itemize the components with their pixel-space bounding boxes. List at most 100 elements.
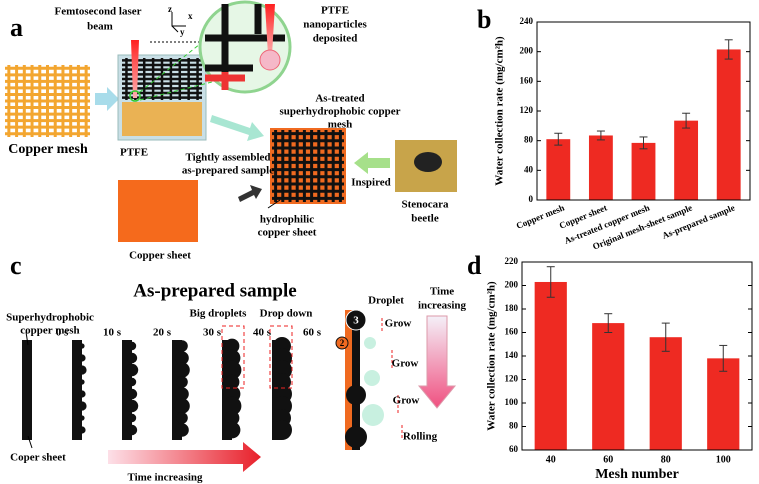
bar	[546, 139, 571, 200]
y-tick-label: 220	[505, 256, 519, 266]
zoom-mesh	[205, 4, 285, 90]
droplet	[127, 413, 137, 423]
droplet	[79, 415, 85, 421]
focus	[129, 90, 141, 102]
droplet	[272, 420, 292, 440]
bar	[649, 337, 682, 450]
laser	[265, 4, 275, 55]
title: As-prepared sample	[133, 280, 296, 301]
sheet	[345, 310, 352, 450]
particles	[259, 49, 281, 71]
y-tick-label: 60	[509, 444, 519, 454]
panel-label: a	[10, 13, 23, 42]
y-tick-label: 40	[524, 164, 534, 174]
label: Time	[430, 286, 454, 298]
droplet	[174, 398, 190, 414]
y-tick-label: 100	[505, 397, 519, 407]
arrow	[108, 442, 261, 472]
y-tick-label: 80	[509, 421, 519, 431]
y-tick-label: 120	[520, 105, 534, 115]
droplet	[174, 362, 190, 378]
droplet	[175, 387, 189, 401]
label: Grow	[385, 318, 412, 330]
label: Grow	[393, 395, 420, 407]
ptfe-layer	[122, 102, 202, 136]
panel-label: b	[477, 5, 491, 34]
label: Superhydrophobic	[6, 312, 94, 324]
time-label: 40 s	[253, 327, 272, 339]
drop	[346, 385, 366, 405]
droplet	[175, 351, 189, 365]
label: Coper sheet	[10, 452, 66, 464]
label: Rolling	[403, 431, 438, 443]
droplet	[175, 423, 189, 437]
arrow	[354, 152, 390, 174]
droplet	[126, 424, 138, 436]
strip	[72, 340, 82, 440]
droplet	[78, 354, 86, 362]
bar	[716, 49, 741, 200]
copper-sheet	[118, 180, 198, 242]
strip	[122, 340, 132, 440]
y-tick-label: 140	[505, 350, 519, 360]
droplet	[127, 377, 137, 387]
label: Tightly assembled	[185, 152, 270, 164]
droplet	[176, 376, 188, 388]
label: Stenocara	[401, 199, 449, 211]
droplet	[364, 370, 380, 386]
arrow	[95, 87, 119, 111]
mesh	[272, 130, 344, 202]
label: beam	[87, 21, 113, 33]
axis-label: y	[180, 27, 185, 37]
beetle	[414, 152, 442, 172]
label: copper sheet	[258, 227, 317, 239]
label: Grow	[392, 358, 419, 370]
droplet	[78, 390, 86, 398]
arrow	[417, 315, 457, 409]
label: Drop down	[260, 308, 313, 320]
x-tick-label: 60	[603, 454, 613, 465]
x-tick-label: 100	[716, 454, 731, 465]
step: 3	[353, 315, 359, 327]
label: nanoparticles	[303, 19, 367, 31]
label: Inspired	[351, 177, 391, 189]
y-tick-label: 120	[505, 374, 519, 384]
bar	[534, 281, 567, 450]
label: PTFE	[321, 5, 349, 17]
droplet	[79, 343, 85, 349]
droplet	[362, 404, 384, 426]
y-tick-label: 200	[520, 46, 534, 56]
droplet	[222, 360, 242, 380]
strip	[22, 340, 32, 440]
x-tick-label: 40	[546, 454, 556, 465]
label: Femtosecond laser	[54, 6, 141, 18]
droplet	[126, 388, 138, 400]
pointer	[267, 199, 281, 209]
droplet	[364, 337, 376, 349]
time-label: 10 s	[103, 327, 122, 339]
strips: 0 s 10 s 20 s 30 s 40 s 60 s	[22, 327, 322, 449]
time-label: 60 s	[303, 327, 322, 339]
y-tick-label: 180	[505, 303, 519, 313]
highlight	[221, 325, 245, 389]
axis-label: x	[188, 11, 193, 21]
droplet	[176, 412, 188, 424]
label: Droplet	[368, 295, 404, 307]
y-tick-label: 160	[505, 327, 519, 337]
droplet	[224, 338, 240, 354]
highlight	[269, 325, 293, 389]
x-tick-label: Copper mesh	[515, 202, 566, 230]
dashed-arrow	[381, 318, 403, 440]
label: hydrophilic	[260, 214, 314, 226]
label: beetle	[411, 213, 439, 225]
droplet	[77, 401, 87, 411]
y-tick-label: 160	[520, 75, 534, 85]
label: superhydrophobic copper	[279, 106, 400, 118]
label: deposited	[313, 33, 358, 45]
plot-frame	[521, 261, 753, 451]
droplet	[125, 399, 139, 413]
label: as-prepared sample	[182, 165, 274, 177]
arrow	[238, 185, 262, 202]
mesh	[352, 310, 360, 450]
